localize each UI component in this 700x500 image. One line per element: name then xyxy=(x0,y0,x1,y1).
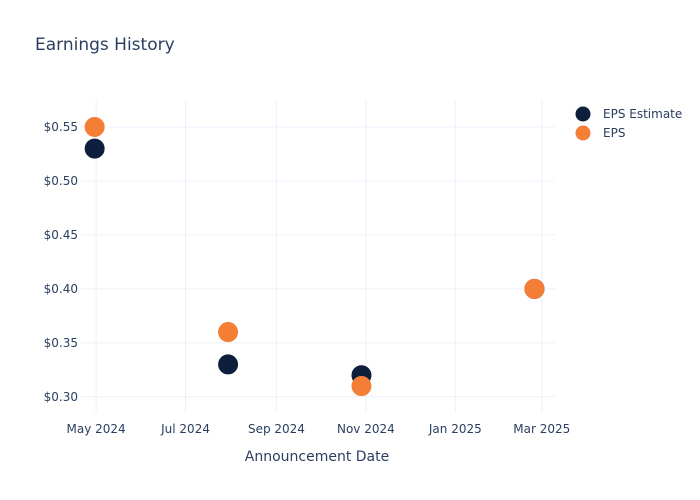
y-tick-label: $0.30 xyxy=(44,390,78,404)
legend-marker xyxy=(575,106,591,122)
x-tick-label: May 2024 xyxy=(67,422,126,436)
x-tick-label: Sep 2024 xyxy=(248,422,305,436)
legend-item[interactable]: EPS Estimate xyxy=(575,106,683,122)
eps-estimate-point[interactable] xyxy=(84,138,105,159)
eps-point[interactable] xyxy=(351,376,372,397)
y-tick-label: $0.55 xyxy=(44,120,78,134)
eps-estimate-point[interactable] xyxy=(218,354,239,375)
eps-point[interactable] xyxy=(524,278,545,299)
y-tick-label: $0.50 xyxy=(44,174,78,188)
legend-marker xyxy=(575,125,591,141)
x-tick-label: Jan 2025 xyxy=(428,422,482,436)
series-eps xyxy=(84,116,545,397)
y-tick-label: $0.40 xyxy=(44,282,78,296)
x-tick-label: Mar 2025 xyxy=(513,422,570,436)
x-tick-label: Nov 2024 xyxy=(337,422,395,436)
plot-markers xyxy=(84,116,545,397)
eps-point[interactable] xyxy=(218,322,239,343)
y-axis-ticks: $0.30 $0.35 $0.40 $0.45 $0.50 $0.55 xyxy=(44,120,78,404)
legend[interactable]: EPS Estimate EPS xyxy=(575,106,683,141)
legend-label: EPS Estimate xyxy=(603,107,682,121)
eps-point[interactable] xyxy=(84,116,105,137)
y-tick-label: $0.35 xyxy=(44,336,78,350)
chart-title: Earnings History xyxy=(35,35,175,55)
x-tick-label: Jul 2024 xyxy=(160,422,210,436)
x-axis-ticks: May 2024 Jul 2024 Sep 2024 Nov 2024 Jan 2025… xyxy=(67,422,571,436)
legend-item[interactable]: EPS xyxy=(575,125,626,141)
y-tick-label: $0.45 xyxy=(44,228,78,242)
y-gridlines xyxy=(80,126,555,398)
legend-label: EPS xyxy=(603,126,625,140)
x-axis-title: Announcement Date xyxy=(245,449,389,465)
